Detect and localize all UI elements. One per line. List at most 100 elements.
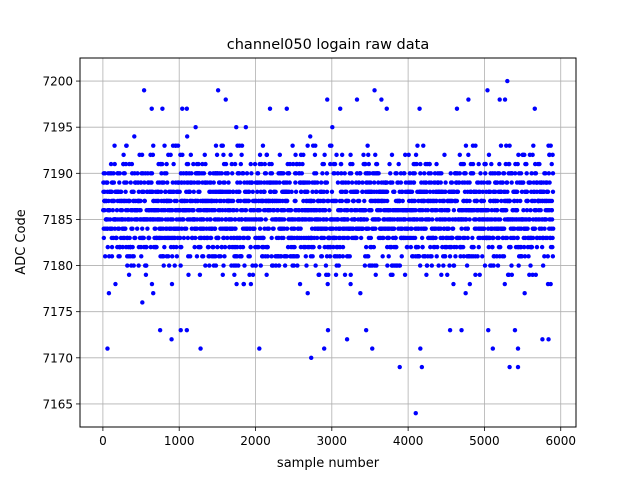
- data-point: [203, 263, 208, 268]
- data-point: [162, 244, 167, 250]
- data-point: [223, 161, 229, 167]
- chart-title: channel050 logain raw data: [227, 37, 429, 53]
- data-point: [257, 152, 263, 158]
- data-point: [319, 180, 324, 185]
- data-point: [423, 180, 429, 185]
- data-point: [207, 263, 212, 268]
- data-point: [389, 152, 395, 158]
- data-point: [486, 152, 492, 158]
- data-point: [439, 171, 444, 176]
- data-point: [548, 143, 553, 148]
- data-point: [239, 152, 244, 158]
- data-point: [360, 180, 365, 185]
- data-point: [495, 198, 500, 204]
- data-point: [385, 263, 390, 268]
- data-point: [250, 189, 255, 194]
- data-point: [337, 254, 342, 259]
- data-point: [291, 263, 297, 268]
- data-point: [369, 208, 374, 213]
- data-point: [532, 226, 538, 231]
- data-point: [216, 235, 221, 241]
- data-point: [528, 263, 533, 268]
- data-point: [149, 180, 154, 185]
- data-point: [346, 198, 351, 204]
- data-point: [393, 235, 398, 241]
- data-point: [373, 226, 378, 231]
- data-point: [509, 171, 515, 176]
- data-point: [249, 180, 255, 185]
- data-point: [148, 244, 153, 250]
- data-point: [168, 198, 173, 204]
- data-point: [435, 244, 440, 250]
- data-point: [481, 226, 487, 231]
- data-point: [516, 263, 521, 268]
- data-point: [305, 143, 310, 148]
- data-point: [441, 263, 446, 268]
- data-point: [126, 272, 132, 277]
- data-point: [149, 281, 155, 287]
- data-point: [265, 244, 270, 250]
- x-tick-label: 6000: [545, 434, 576, 448]
- outlier-point: [417, 106, 422, 111]
- data-point: [381, 235, 386, 241]
- data-point: [235, 244, 240, 250]
- data-point: [290, 143, 295, 148]
- data-point: [136, 189, 142, 194]
- outlier-point: [397, 364, 402, 370]
- data-point: [213, 143, 219, 148]
- data-point: [358, 235, 364, 241]
- data-point: [526, 254, 531, 259]
- data-point: [253, 263, 259, 268]
- data-point: [460, 244, 466, 250]
- data-point: [362, 263, 368, 268]
- data-point: [276, 263, 282, 268]
- data-point: [550, 189, 556, 194]
- data-point: [518, 171, 524, 176]
- data-point: [528, 208, 533, 213]
- outlier-point: [512, 327, 518, 333]
- data-point: [483, 171, 488, 176]
- data-point: [149, 171, 155, 176]
- data-point: [172, 263, 177, 268]
- data-point: [480, 189, 485, 194]
- data-point: [273, 189, 278, 194]
- data-point: [402, 152, 408, 158]
- data-point: [423, 226, 428, 231]
- data-point: [504, 208, 509, 213]
- data-point: [496, 235, 501, 241]
- data-point: [324, 189, 330, 194]
- data-point: [317, 244, 322, 250]
- data-point: [187, 254, 193, 259]
- data-point: [174, 244, 179, 250]
- data-point: [522, 254, 528, 259]
- data-point: [123, 189, 128, 194]
- data-point: [339, 152, 345, 158]
- data-point: [225, 235, 230, 241]
- data-point: [515, 235, 520, 241]
- data-point: [518, 244, 524, 250]
- y-tick-label: 7200: [42, 75, 73, 89]
- data-point: [436, 263, 441, 268]
- data-point: [184, 134, 190, 139]
- outlier-point: [447, 327, 453, 333]
- data-point: [334, 198, 339, 204]
- data-point: [392, 189, 397, 194]
- data-point: [451, 263, 457, 268]
- outlier-point: [515, 364, 521, 370]
- data-point: [138, 180, 144, 185]
- data-point: [232, 217, 238, 222]
- data-point: [218, 254, 223, 259]
- data-point: [257, 226, 263, 231]
- data-point: [236, 263, 241, 268]
- data-point: [482, 263, 488, 268]
- data-point: [529, 244, 535, 250]
- data-point: [289, 189, 294, 194]
- data-point: [417, 263, 423, 268]
- data-point: [108, 161, 114, 167]
- data-point: [368, 235, 374, 241]
- data-point: [142, 180, 147, 185]
- data-point: [521, 180, 526, 185]
- data-point: [336, 263, 341, 268]
- data-point: [300, 161, 305, 167]
